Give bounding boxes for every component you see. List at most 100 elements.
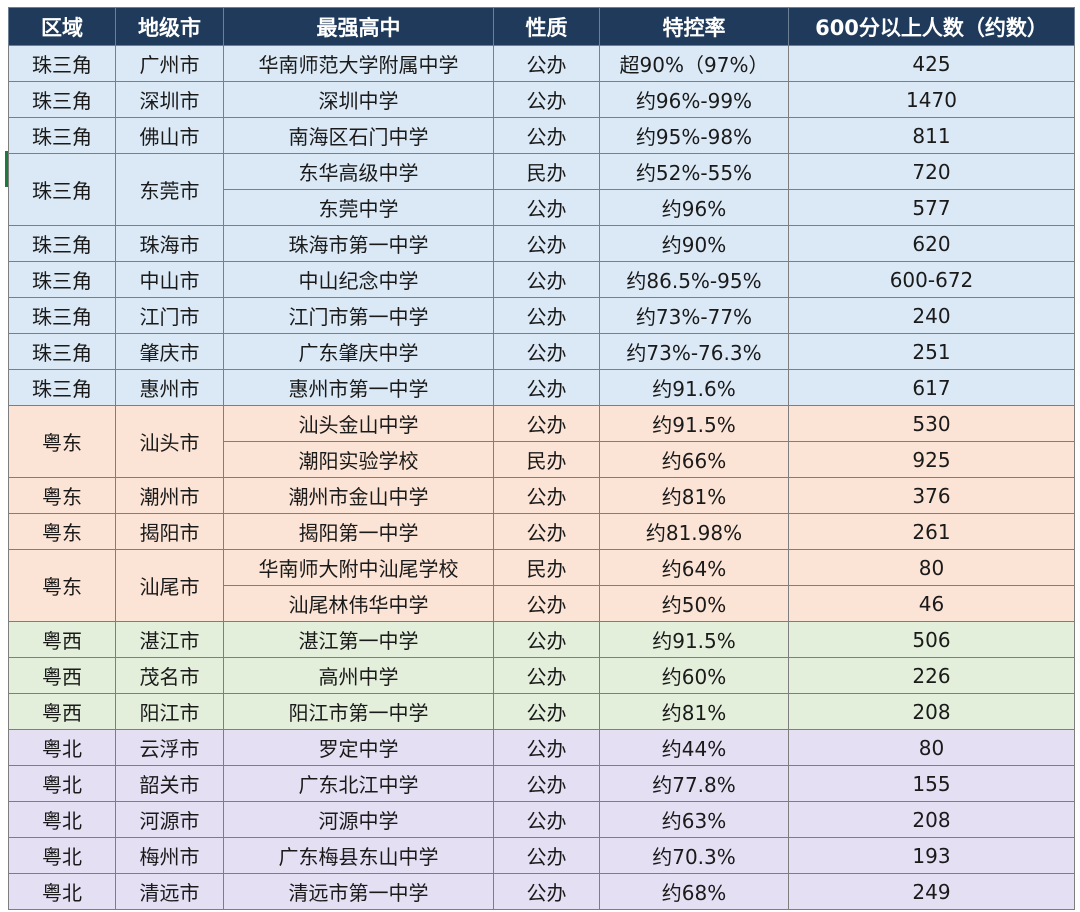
city-cell[interactable]: 广州市	[115, 45, 224, 82]
type-cell[interactable]: 公办	[493, 729, 600, 766]
count-cell[interactable]: 925	[788, 441, 1075, 478]
school-cell[interactable]: 东莞中学	[223, 189, 494, 226]
school-cell[interactable]: 广东肇庆中学	[223, 333, 494, 370]
region-cell[interactable]: 粤北	[8, 801, 116, 838]
rate-cell[interactable]: 约86.5%-95%	[599, 261, 789, 298]
header-rate[interactable]: 特控率	[599, 7, 789, 46]
city-cell[interactable]: 东莞市	[115, 153, 224, 226]
type-cell[interactable]: 公办	[493, 657, 600, 694]
school-cell[interactable]: 湛江第一中学	[223, 621, 494, 658]
region-cell[interactable]: 粤东	[8, 549, 116, 622]
rate-cell[interactable]: 约68%	[599, 873, 789, 910]
region-cell[interactable]: 珠三角	[8, 117, 116, 154]
region-cell[interactable]: 珠三角	[8, 225, 116, 262]
city-cell[interactable]: 深圳市	[115, 81, 224, 118]
count-cell[interactable]: 208	[788, 693, 1075, 730]
count-cell[interactable]: 506	[788, 621, 1075, 658]
type-cell[interactable]: 公办	[493, 585, 600, 622]
city-cell[interactable]: 潮州市	[115, 477, 224, 514]
city-cell[interactable]: 阳江市	[115, 693, 224, 730]
type-cell[interactable]: 公办	[493, 477, 600, 514]
school-cell[interactable]: 广东北江中学	[223, 765, 494, 802]
rate-cell[interactable]: 约70.3%	[599, 837, 789, 874]
header-region[interactable]: 区域	[8, 7, 116, 46]
type-cell[interactable]: 公办	[493, 261, 600, 298]
school-cell[interactable]: 珠海市第一中学	[223, 225, 494, 262]
region-cell[interactable]: 粤北	[8, 873, 116, 910]
rate-cell[interactable]: 约77.8%	[599, 765, 789, 802]
school-cell[interactable]: 江门市第一中学	[223, 297, 494, 334]
count-cell[interactable]: 811	[788, 117, 1075, 154]
rate-cell[interactable]: 约96%	[599, 189, 789, 226]
header-type[interactable]: 性质	[493, 7, 600, 46]
rate-cell[interactable]: 约95%-98%	[599, 117, 789, 154]
rate-cell[interactable]: 约50%	[599, 585, 789, 622]
count-cell[interactable]: 577	[788, 189, 1075, 226]
city-cell[interactable]: 清远市	[115, 873, 224, 910]
region-cell[interactable]: 粤西	[8, 693, 116, 730]
count-cell[interactable]: 208	[788, 801, 1075, 838]
rate-cell[interactable]: 约90%	[599, 225, 789, 262]
region-cell[interactable]: 粤北	[8, 837, 116, 874]
type-cell[interactable]: 公办	[493, 765, 600, 802]
region-cell[interactable]: 珠三角	[8, 261, 116, 298]
school-cell[interactable]: 揭阳第一中学	[223, 513, 494, 550]
city-cell[interactable]: 惠州市	[115, 369, 224, 406]
count-cell[interactable]: 240	[788, 297, 1075, 334]
count-cell[interactable]: 226	[788, 657, 1075, 694]
region-cell[interactable]: 粤北	[8, 729, 116, 766]
count-cell[interactable]: 530	[788, 405, 1075, 442]
region-cell[interactable]: 珠三角	[8, 81, 116, 118]
region-cell[interactable]: 珠三角	[8, 297, 116, 334]
region-cell[interactable]: 粤西	[8, 621, 116, 658]
region-cell[interactable]: 粤东	[8, 405, 116, 478]
type-cell[interactable]: 公办	[493, 513, 600, 550]
count-cell[interactable]: 261	[788, 513, 1075, 550]
school-cell[interactable]: 潮州市金山中学	[223, 477, 494, 514]
count-cell[interactable]: 155	[788, 765, 1075, 802]
region-cell[interactable]: 粤东	[8, 477, 116, 514]
rate-cell[interactable]: 约91.6%	[599, 369, 789, 406]
type-cell[interactable]: 公办	[493, 837, 600, 874]
count-cell[interactable]: 425	[788, 45, 1075, 82]
type-cell[interactable]: 公办	[493, 801, 600, 838]
rate-cell[interactable]: 约81.98%	[599, 513, 789, 550]
rate-cell[interactable]: 约60%	[599, 657, 789, 694]
city-cell[interactable]: 茂名市	[115, 657, 224, 694]
city-cell[interactable]: 揭阳市	[115, 513, 224, 550]
count-cell[interactable]: 80	[788, 549, 1075, 586]
header-count[interactable]: 600分以上人数（约数）	[788, 7, 1075, 46]
type-cell[interactable]: 公办	[493, 189, 600, 226]
school-cell[interactable]: 汕尾林伟华中学	[223, 585, 494, 622]
rate-cell[interactable]: 约64%	[599, 549, 789, 586]
type-cell[interactable]: 公办	[493, 333, 600, 370]
rate-cell[interactable]: 约66%	[599, 441, 789, 478]
count-cell[interactable]: 617	[788, 369, 1075, 406]
count-cell[interactable]: 720	[788, 153, 1075, 190]
school-cell[interactable]: 华南师范大学附属中学	[223, 45, 494, 82]
type-cell[interactable]: 公办	[493, 297, 600, 334]
type-cell[interactable]: 公办	[493, 873, 600, 910]
school-cell[interactable]: 汕头金山中学	[223, 405, 494, 442]
city-cell[interactable]: 梅州市	[115, 837, 224, 874]
rate-cell[interactable]: 约73%-77%	[599, 297, 789, 334]
count-cell[interactable]: 1470	[788, 81, 1075, 118]
count-cell[interactable]: 80	[788, 729, 1075, 766]
type-cell[interactable]: 公办	[493, 369, 600, 406]
rate-cell[interactable]: 约81%	[599, 693, 789, 730]
count-cell[interactable]: 620	[788, 225, 1075, 262]
city-cell[interactable]: 汕头市	[115, 405, 224, 478]
type-cell[interactable]: 公办	[493, 225, 600, 262]
type-cell[interactable]: 公办	[493, 621, 600, 658]
type-cell[interactable]: 公办	[493, 117, 600, 154]
school-cell[interactable]: 广东梅县东山中学	[223, 837, 494, 874]
school-cell[interactable]: 清远市第一中学	[223, 873, 494, 910]
type-cell[interactable]: 公办	[493, 405, 600, 442]
rate-cell[interactable]: 约63%	[599, 801, 789, 838]
school-cell[interactable]: 东华高级中学	[223, 153, 494, 190]
school-cell[interactable]: 深圳中学	[223, 81, 494, 118]
city-cell[interactable]: 云浮市	[115, 729, 224, 766]
city-cell[interactable]: 湛江市	[115, 621, 224, 658]
header-school[interactable]: 最强高中	[223, 7, 494, 46]
count-cell[interactable]: 376	[788, 477, 1075, 514]
